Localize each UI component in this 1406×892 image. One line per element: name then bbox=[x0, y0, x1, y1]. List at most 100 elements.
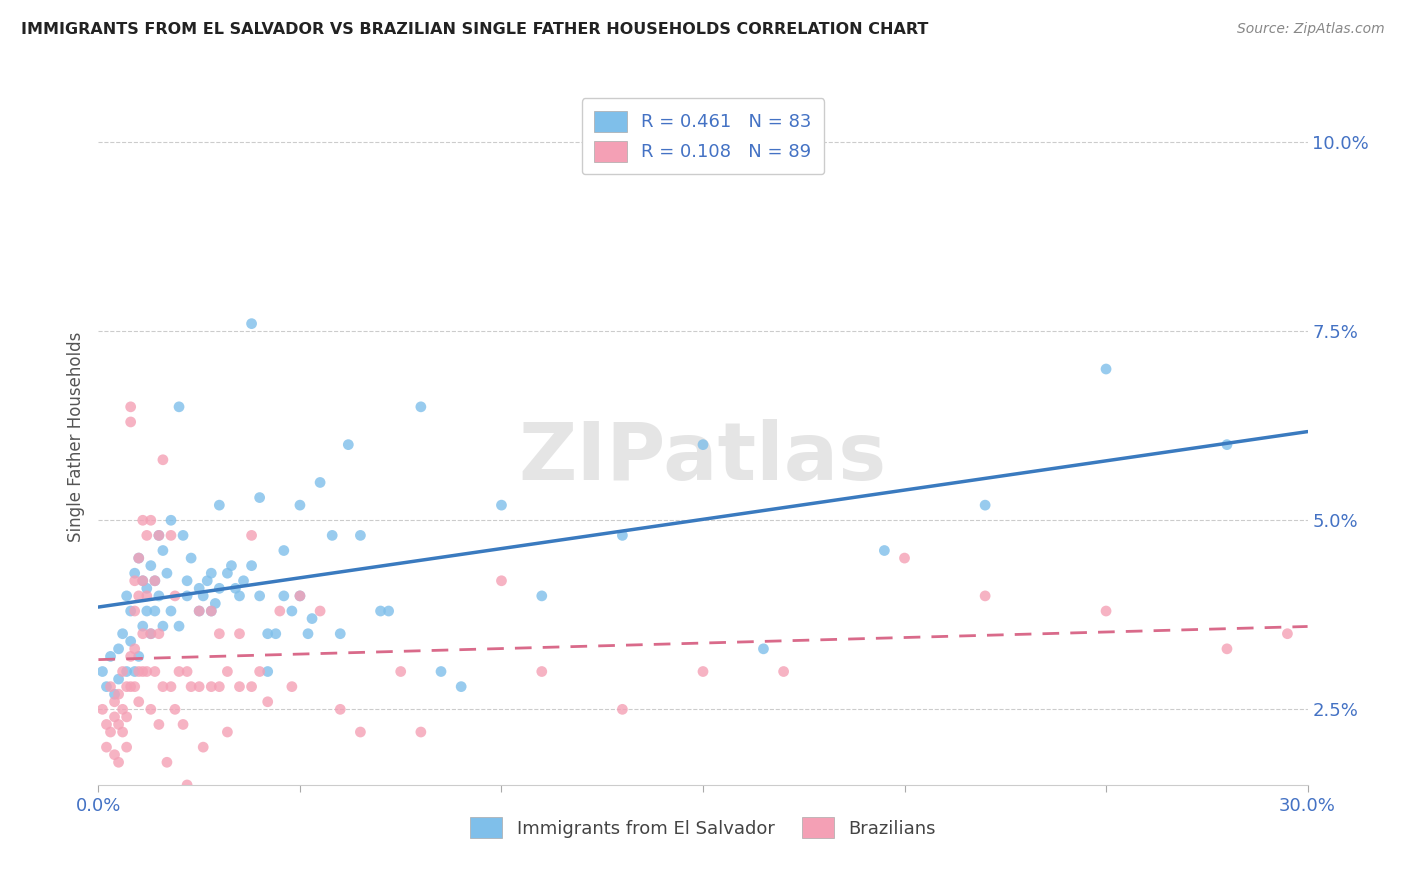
Point bbox=[288, 589, 311, 603]
Point bbox=[256, 665, 278, 679]
Point bbox=[148, 589, 170, 603]
Point bbox=[152, 543, 174, 558]
Y-axis label: Single Father Households: Single Father Households bbox=[66, 332, 84, 542]
Point bbox=[249, 589, 271, 603]
Point bbox=[612, 528, 634, 542]
Point bbox=[152, 619, 174, 633]
Point bbox=[200, 566, 222, 581]
Point bbox=[107, 672, 129, 686]
Point bbox=[321, 528, 343, 542]
Point bbox=[309, 604, 332, 618]
Point bbox=[115, 740, 138, 755]
Point bbox=[139, 513, 162, 527]
Point bbox=[148, 528, 170, 542]
Point bbox=[188, 604, 211, 618]
Point bbox=[139, 558, 162, 573]
Point bbox=[115, 680, 138, 694]
Text: Source: ZipAtlas.com: Source: ZipAtlas.com bbox=[1237, 22, 1385, 37]
Point bbox=[128, 649, 150, 664]
Point bbox=[269, 604, 291, 618]
Point bbox=[491, 498, 513, 512]
Point bbox=[120, 400, 142, 414]
Point bbox=[530, 665, 553, 679]
Point bbox=[124, 574, 146, 588]
Point bbox=[240, 317, 263, 331]
Point bbox=[103, 747, 125, 762]
Point bbox=[200, 680, 222, 694]
Point bbox=[107, 687, 129, 701]
Point bbox=[103, 695, 125, 709]
Point bbox=[217, 566, 239, 581]
Point bbox=[256, 695, 278, 709]
Point bbox=[100, 649, 122, 664]
Point bbox=[143, 574, 166, 588]
Point bbox=[329, 626, 352, 640]
Point bbox=[111, 725, 134, 739]
Point bbox=[100, 680, 122, 694]
Point bbox=[120, 415, 142, 429]
Point bbox=[309, 475, 332, 490]
Point bbox=[120, 649, 142, 664]
Point bbox=[128, 695, 150, 709]
Point bbox=[128, 551, 150, 566]
Point bbox=[124, 566, 146, 581]
Point bbox=[135, 589, 157, 603]
Point bbox=[1277, 626, 1299, 640]
Point bbox=[228, 626, 250, 640]
Point bbox=[143, 574, 166, 588]
Point bbox=[273, 543, 295, 558]
Point bbox=[208, 680, 231, 694]
Point bbox=[228, 589, 250, 603]
Point bbox=[329, 702, 352, 716]
Point bbox=[301, 611, 323, 625]
Point bbox=[172, 528, 194, 542]
Point bbox=[160, 513, 183, 527]
Point bbox=[120, 634, 142, 648]
Point bbox=[160, 528, 183, 542]
Point bbox=[167, 619, 190, 633]
Point bbox=[128, 665, 150, 679]
Point bbox=[163, 702, 186, 716]
Point bbox=[974, 589, 997, 603]
Point bbox=[240, 680, 263, 694]
Point bbox=[132, 513, 155, 527]
Point bbox=[349, 528, 371, 542]
Point bbox=[176, 665, 198, 679]
Point bbox=[143, 665, 166, 679]
Point bbox=[389, 665, 412, 679]
Point bbox=[188, 582, 211, 596]
Point bbox=[103, 687, 125, 701]
Point bbox=[91, 702, 114, 716]
Point bbox=[224, 582, 246, 596]
Point bbox=[180, 551, 202, 566]
Point bbox=[103, 710, 125, 724]
Point bbox=[148, 528, 170, 542]
Point bbox=[180, 680, 202, 694]
Point bbox=[132, 574, 155, 588]
Point bbox=[193, 589, 215, 603]
Point bbox=[240, 528, 263, 542]
Point bbox=[200, 604, 222, 618]
Point bbox=[135, 582, 157, 596]
Point bbox=[160, 604, 183, 618]
Point bbox=[974, 498, 997, 512]
Point bbox=[221, 558, 243, 573]
Point bbox=[139, 626, 162, 640]
Point bbox=[107, 717, 129, 731]
Point bbox=[135, 528, 157, 542]
Point bbox=[450, 680, 472, 694]
Point bbox=[772, 665, 794, 679]
Point bbox=[124, 641, 146, 656]
Point bbox=[288, 589, 311, 603]
Point bbox=[124, 665, 146, 679]
Point bbox=[132, 626, 155, 640]
Point bbox=[692, 665, 714, 679]
Point bbox=[200, 604, 222, 618]
Point bbox=[152, 452, 174, 467]
Legend: Immigrants from El Salvador, Brazilians: Immigrants from El Salvador, Brazilians bbox=[463, 810, 943, 846]
Point bbox=[124, 604, 146, 618]
Point bbox=[96, 717, 118, 731]
Point bbox=[491, 574, 513, 588]
Point bbox=[530, 589, 553, 603]
Text: IMMIGRANTS FROM EL SALVADOR VS BRAZILIAN SINGLE FATHER HOUSEHOLDS CORRELATION CH: IMMIGRANTS FROM EL SALVADOR VS BRAZILIAN… bbox=[21, 22, 928, 37]
